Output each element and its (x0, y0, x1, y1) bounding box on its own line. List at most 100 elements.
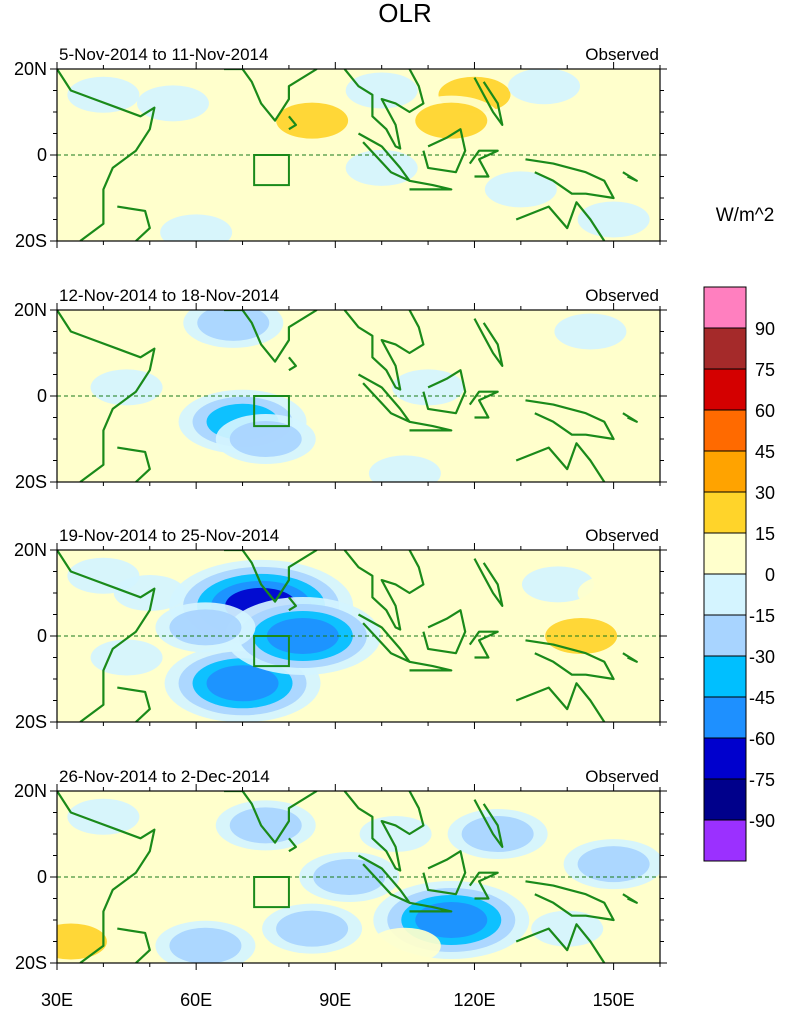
panel-tag-label: Observed (585, 526, 659, 545)
olr-anomaly-mark (545, 618, 618, 654)
coastline (473, 558, 504, 607)
coastline (409, 420, 453, 432)
coastline (288, 356, 297, 372)
colorbar-swatch (703, 696, 747, 739)
region-box (253, 876, 290, 909)
coastline (468, 630, 499, 659)
coastline (515, 682, 606, 722)
olr-anomaly-mark (475, 412, 548, 449)
colorbar-swatch (703, 409, 747, 452)
colorbar-swatch (703, 327, 747, 370)
olr-anomaly-mark (577, 846, 650, 883)
region-box (253, 635, 290, 668)
panel-period-label: 19-Nov-2014 to 25-Nov-2014 (59, 526, 279, 545)
panel-map-area (57, 69, 660, 241)
panels: 5-Nov-2014 to 11-Nov-2014 Observed 20N 0 20S… (14, 45, 667, 973)
coastline (57, 550, 156, 722)
coastline (343, 69, 425, 150)
colorbar-swatch (703, 737, 747, 780)
colorbar: 90 75 60 45 30 15 0 -15 -30 -45 -60 -75 -90 (703, 286, 775, 862)
olr-anomaly-mark (415, 102, 488, 139)
panel-1: 5-Nov-2014 to 11-Nov-2014 Observed 20N 0 20S (14, 45, 667, 251)
colorbar-label: -60 (749, 729, 775, 749)
coastline (525, 158, 615, 200)
olr-anomaly-mark (521, 566, 594, 603)
coastline (422, 128, 467, 174)
coastline (343, 791, 425, 872)
olr-anomaly-mark (531, 429, 604, 466)
x-axis: 30E 60E 90E 120E 150E (41, 990, 635, 1010)
panel-period-label: 26-Nov-2014 to 2-Dec-2014 (59, 767, 270, 786)
olr-anomaly-mark (600, 115, 660, 152)
colorbar-label: 60 (755, 401, 775, 421)
coastline (622, 652, 638, 663)
colorbar-swatch (703, 614, 747, 657)
colorbar-label: -15 (749, 606, 775, 626)
coastline (473, 318, 504, 367)
lat-tick-label: 20S (15, 231, 47, 251)
coastline (409, 901, 453, 913)
olr-anomaly-mark (484, 171, 557, 208)
colorbar-label: -45 (749, 688, 775, 708)
olr-anomaly-mark (577, 575, 650, 611)
coastline (288, 596, 297, 612)
coastline (288, 837, 297, 853)
panel-tag-label: Observed (585, 767, 659, 786)
olr-anomaly-mark (461, 356, 534, 393)
olr-anomaly-mark (206, 154, 279, 191)
colorbar-label: 45 (755, 442, 775, 462)
panel-4: 26-Nov-2014 to 2-Dec-2014 Observed 20N 0 20S (14, 767, 667, 973)
lat-tick-label: 0 (37, 626, 47, 646)
olr-anomaly-mark (531, 115, 604, 152)
coastline (117, 446, 151, 482)
coastline (357, 132, 411, 182)
coastline (515, 201, 606, 241)
lon-tick-label: 150E (593, 990, 635, 1010)
olr-anomaly-mark (299, 791, 372, 818)
colorbar-label: 30 (755, 483, 775, 503)
coastline (117, 686, 151, 722)
olr-anomaly-mark (90, 893, 163, 930)
lat-tick-label: 20S (15, 712, 47, 732)
olr-anomaly-mark (276, 910, 349, 947)
lat-tick-label: 20S (15, 953, 47, 973)
colorbar-label: -75 (749, 770, 775, 790)
coastline (468, 871, 499, 900)
coastline (515, 923, 606, 963)
coastline (357, 854, 411, 904)
olr-anomaly-mark (136, 85, 209, 122)
coastline (224, 310, 318, 363)
olr-anomaly-mark (368, 927, 441, 963)
olr-anomaly-mark (531, 791, 604, 818)
coastline (409, 660, 453, 672)
lat-tick-label: 0 (37, 386, 47, 406)
panel-tag-label: Observed (585, 286, 659, 305)
olr-anomaly-mark (90, 369, 163, 406)
coastline (57, 69, 156, 241)
coastline (468, 149, 499, 178)
olr-anomaly-mark (368, 455, 441, 482)
coastline (224, 791, 318, 844)
coastline (224, 69, 318, 122)
olr-anomaly-mark (67, 557, 140, 594)
lon-tick-label: 90E (319, 990, 351, 1010)
coastline (57, 791, 156, 963)
olr-anomaly-mark (229, 421, 302, 457)
olr-anomaly-mark (67, 798, 140, 835)
panel-2: 12-Nov-2014 to 18-Nov-2014 Observed 20N 0 20… (14, 286, 667, 492)
lat-tick-label: 0 (37, 867, 47, 887)
olr-anomaly-mark (299, 335, 372, 371)
panel-tag-label: Observed (585, 45, 659, 64)
olr-anomaly-mark (197, 310, 270, 341)
colorbar-swatch (703, 450, 747, 493)
colorbar-swatch (703, 286, 747, 329)
lat-tick-label: 20N (14, 781, 47, 801)
olr-anomaly-mark (58, 429, 131, 466)
coastline (622, 412, 638, 423)
coastline (422, 850, 467, 896)
lat-tick-label: 0 (37, 145, 47, 165)
coastline (357, 613, 411, 663)
coastline (622, 171, 638, 182)
colorbar-swatch (703, 491, 747, 534)
